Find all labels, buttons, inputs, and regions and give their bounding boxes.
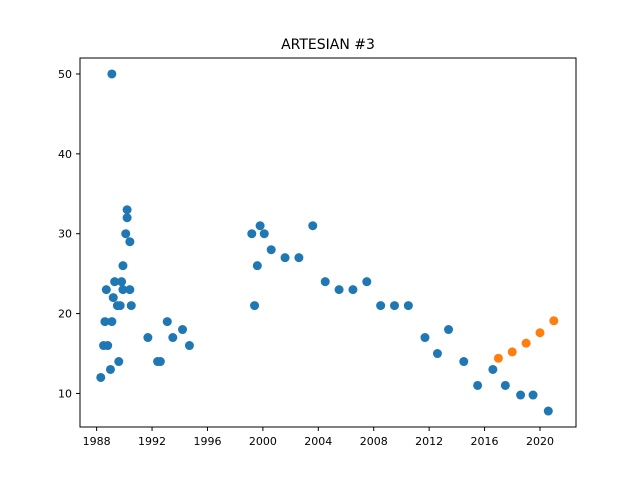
x-axis: 1988 1992 1996 2000 2004 2008 2012 2016 2020 [83,427,554,448]
data-point-series-1 [362,277,372,287]
data-point-series-1 [543,406,553,416]
data-point-series-1 [348,285,358,295]
x-tick-label: 2004 [304,435,332,448]
data-point-series-1 [121,229,131,239]
data-point-series-1 [117,277,127,287]
x-tick-label: 2000 [249,435,277,448]
data-point-series-1 [376,301,386,311]
x-tick-label: 1988 [83,435,111,448]
data-point-series-1 [125,237,135,247]
data-point-series-1 [118,285,128,295]
y-tick-label: 20 [58,308,72,321]
data-point-series-1 [107,69,117,79]
data-point-series-1 [143,333,153,343]
data-point-series-1 [114,357,124,367]
x-tick-label: 1992 [138,435,166,448]
data-point-series-1 [308,221,318,231]
data-point-series-1 [118,261,128,271]
data-point-series-1 [184,341,194,351]
x-tick-label: 2020 [526,435,554,448]
data-point-series-1 [403,301,413,311]
y-axis: 10 20 30 40 50 [58,68,80,400]
data-point-series-1 [252,261,262,271]
data-point-series-1 [488,364,498,374]
data-point-series-1 [444,325,454,335]
data-point-series-1 [420,333,430,343]
data-point-series-1 [126,301,136,311]
data-point-series-2 [521,338,531,348]
data-point-series-1 [247,229,257,239]
data-point-series-1 [107,317,117,327]
data-point-series-1 [168,333,178,343]
y-tick-label: 40 [58,148,72,161]
data-point-series-1 [255,221,265,231]
data-point-series-1 [459,357,469,367]
data-point-series-1 [101,285,111,295]
y-tick-label: 30 [58,228,72,241]
plot-area-frame [79,57,577,428]
data-point-series-1 [103,341,113,351]
data-point-series-1 [516,390,526,400]
data-point-series-2 [493,353,503,363]
y-tick-label: 50 [58,68,72,81]
data-point-series-1 [105,364,115,374]
data-point-series-1 [280,253,290,263]
data-point-series-2 [549,316,559,326]
data-point-series-1 [390,301,400,311]
data-point-series-1 [266,245,276,255]
x-tick-label: 2016 [471,435,499,448]
x-tick-label: 1996 [193,435,221,448]
data-point-series-1 [96,372,106,382]
data-point-series-1 [528,390,538,400]
data-point-series-1 [122,213,132,223]
data-point-series-1 [432,349,442,359]
chart-title: ARTESIAN #3 [281,37,375,53]
data-point-series-1 [259,229,269,239]
data-point-series-1 [155,357,165,367]
data-point-series-1 [178,325,188,335]
data-point-series-1 [473,380,483,390]
data-point-series-1 [115,301,125,311]
data-point-series-1 [334,285,344,295]
x-tick-label: 2008 [360,435,388,448]
data-point-series-1 [162,317,172,327]
data-point-series-1 [294,253,304,263]
data-point-series-2 [535,328,545,338]
data-point-series-1 [110,277,120,287]
data-point-series-1 [320,277,330,287]
y-tick-label: 10 [58,387,72,400]
data-point-series-1 [125,285,135,295]
data-points [96,69,559,416]
data-point-series-1 [122,205,132,215]
data-point-series-1 [500,380,510,390]
data-point-series-1 [108,293,118,303]
data-point-series-1 [250,301,260,311]
data-point-series-2 [507,347,517,357]
x-tick-label: 2012 [415,435,443,448]
data-point-series-1 [100,317,110,327]
